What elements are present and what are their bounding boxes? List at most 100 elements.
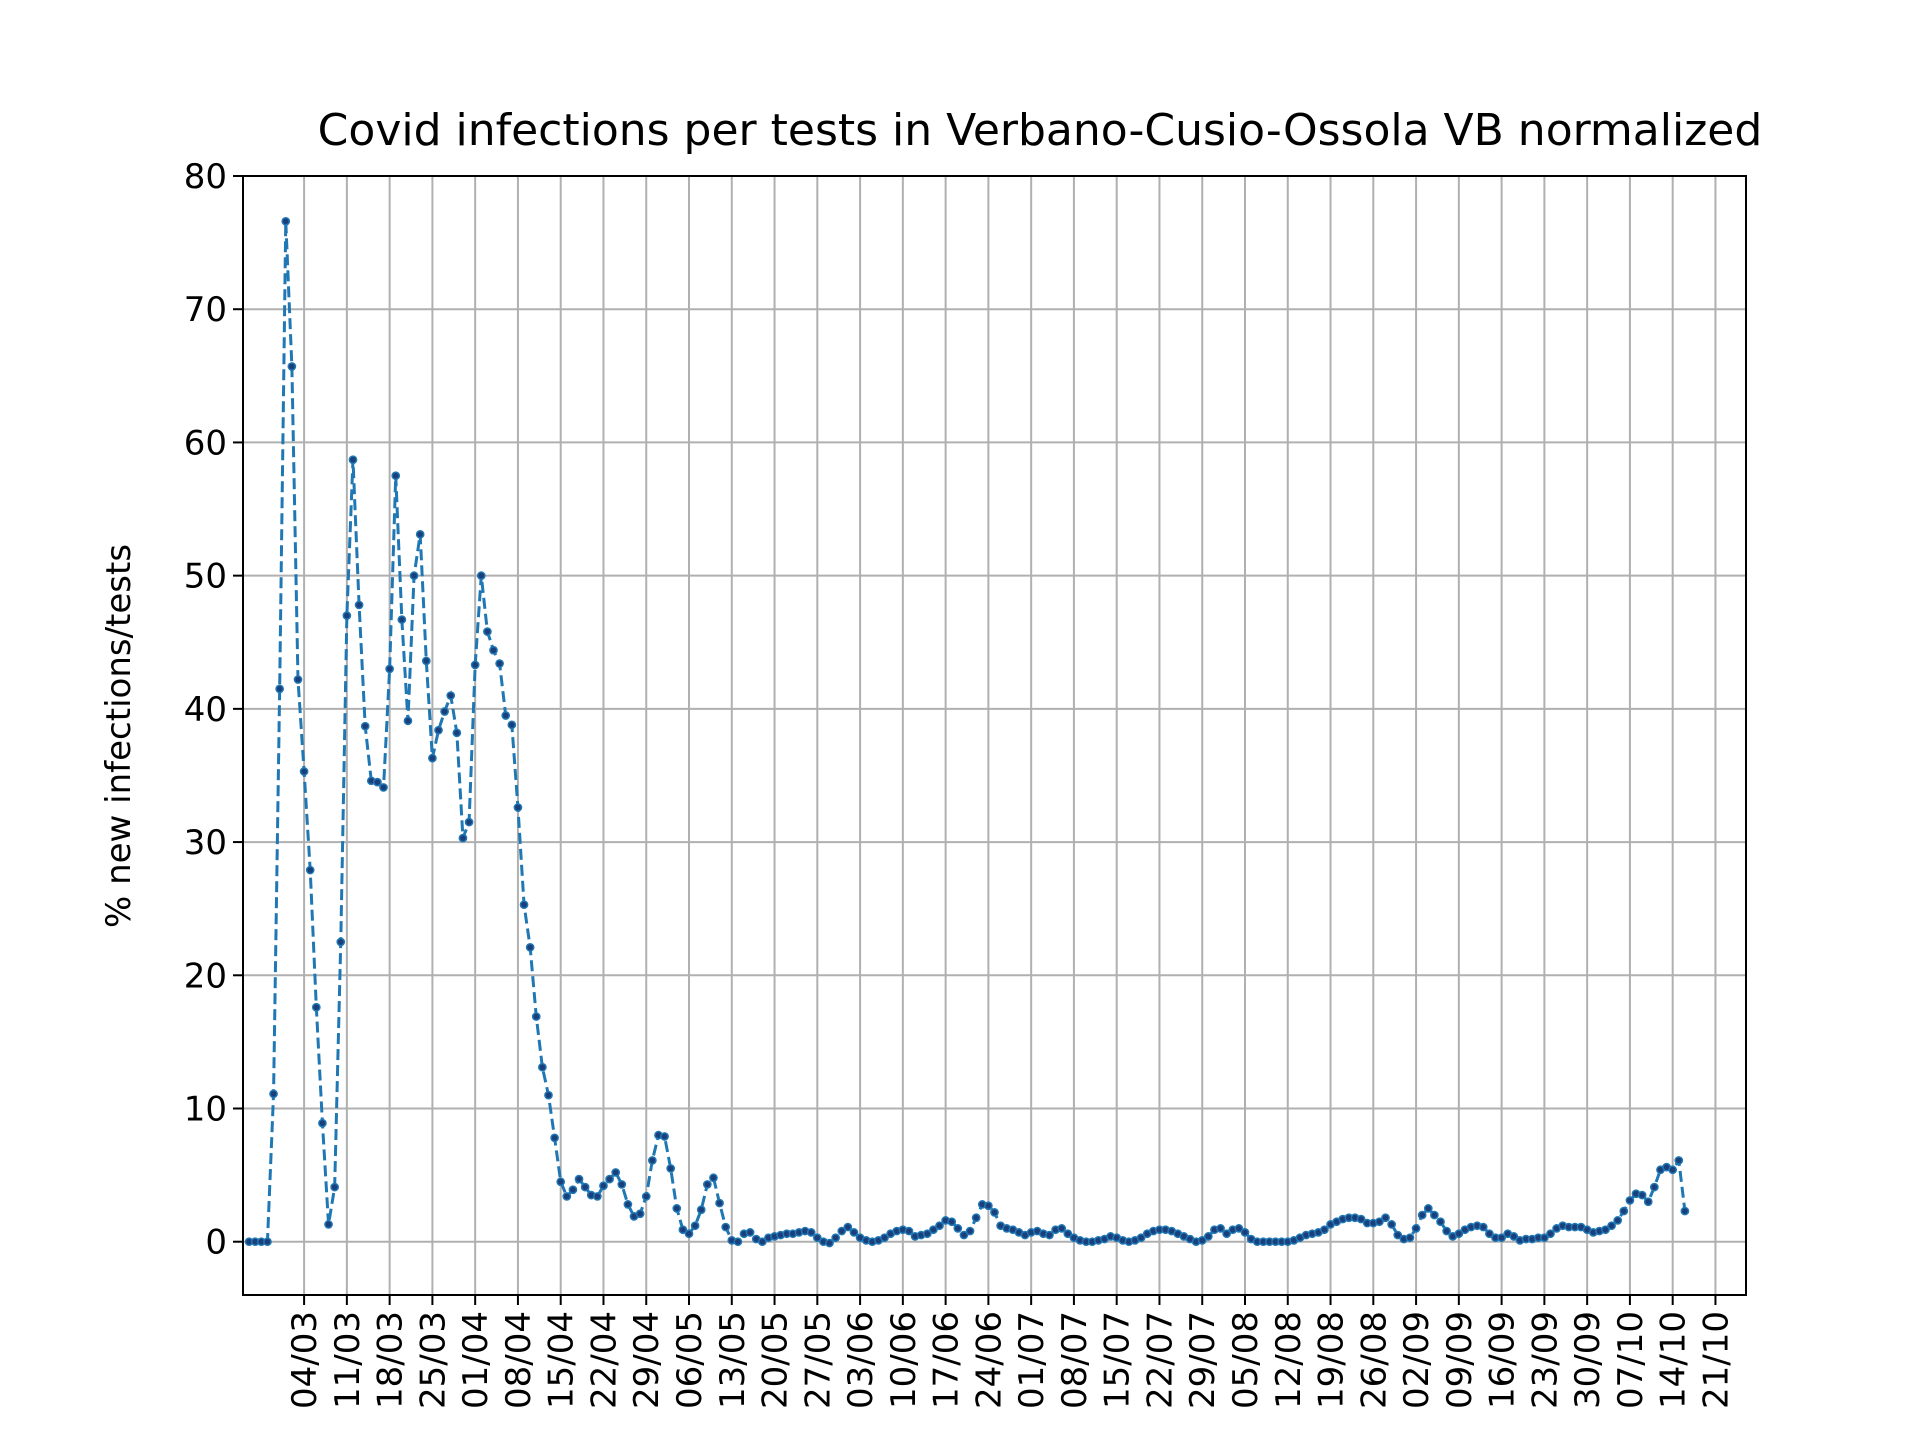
data-point <box>843 1222 853 1232</box>
data-point <box>299 767 309 776</box>
data-point <box>971 1213 981 1223</box>
y-axis-ticks: 0 10 20 30 40 50 60 70 80 <box>184 157 243 1263</box>
data-point <box>660 1132 669 1141</box>
plot-frame <box>242 175 1747 1296</box>
data-point <box>880 1233 889 1243</box>
data-point <box>495 659 504 668</box>
x-tick-label: 15/07 <box>1098 1311 1138 1409</box>
data-point <box>1197 1236 1207 1245</box>
x-tick-label: 12/08 <box>1269 1311 1309 1409</box>
data-point <box>935 1221 944 1231</box>
data-point <box>287 362 297 371</box>
data-point <box>623 1200 633 1209</box>
x-tick-label: 08/07 <box>1055 1311 1095 1409</box>
data-point <box>812 1233 822 1243</box>
data-point <box>501 711 511 720</box>
data-point <box>947 1217 957 1227</box>
data-point <box>1454 1229 1464 1239</box>
x-tick-label: 06/05 <box>670 1311 710 1409</box>
data-point <box>1650 1182 1659 1192</box>
data-point <box>904 1226 914 1236</box>
data-point <box>568 1185 578 1195</box>
data-point <box>666 1164 676 1173</box>
data-point <box>1375 1217 1384 1227</box>
data-point <box>1234 1224 1244 1233</box>
data-point <box>421 656 431 666</box>
data-point <box>721 1222 731 1232</box>
data-point <box>348 455 358 465</box>
data-point <box>672 1204 682 1213</box>
x-tick-label: 03/06 <box>841 1311 881 1409</box>
data-point <box>1509 1232 1519 1241</box>
x-tick-label: 29/04 <box>627 1311 667 1409</box>
x-tick-label: 10/06 <box>884 1311 924 1409</box>
x-tick-label: 23/09 <box>1525 1311 1565 1409</box>
data-point <box>1063 1229 1073 1239</box>
data-point <box>1625 1196 1635 1205</box>
data-point <box>1497 1233 1506 1243</box>
data-point <box>452 728 462 738</box>
data-point <box>1216 1224 1225 1233</box>
data-point <box>1240 1228 1250 1237</box>
x-tick-label: 21/10 <box>1696 1311 1736 1409</box>
data-point <box>538 1062 547 1072</box>
data-point <box>519 900 529 910</box>
x-tick-label: 11/03 <box>328 1311 368 1409</box>
data-point <box>324 1220 333 1229</box>
data-point <box>507 720 517 730</box>
y-tick-label: 30 <box>184 823 227 863</box>
data-point <box>1057 1224 1067 1233</box>
data-point <box>733 1237 743 1247</box>
data-point <box>831 1233 841 1243</box>
data-point <box>1405 1233 1415 1243</box>
data-point <box>263 1237 272 1247</box>
data-point <box>1637 1190 1647 1200</box>
data-point <box>1411 1224 1421 1233</box>
data-point <box>525 942 535 952</box>
x-tick-label: 17/06 <box>927 1311 967 1409</box>
grid <box>243 175 1746 1295</box>
data-point <box>1540 1233 1549 1243</box>
data-point <box>696 1205 706 1215</box>
data-point <box>293 675 303 684</box>
x-tick-label: 22/04 <box>584 1311 624 1409</box>
data-point <box>1393 1230 1403 1240</box>
data-point <box>648 1156 657 1165</box>
data-point <box>1356 1214 1366 1224</box>
data-point <box>281 216 291 226</box>
data-point <box>379 783 388 792</box>
data-point <box>476 571 486 580</box>
data-point <box>1136 1233 1146 1243</box>
data-point <box>922 1229 932 1239</box>
data-point <box>556 1177 566 1187</box>
x-tick-label: 01/04 <box>456 1311 496 1409</box>
data-point <box>550 1133 559 1143</box>
series-group <box>244 216 1690 1248</box>
data-point <box>464 817 474 827</box>
x-tick-label: 30/09 <box>1568 1311 1608 1409</box>
data-point <box>690 1221 700 1231</box>
data-point <box>1417 1210 1427 1220</box>
data-point <box>953 1224 963 1233</box>
data-point <box>275 684 285 694</box>
x-tick-label: 29/07 <box>1183 1311 1223 1409</box>
data-point <box>305 865 315 875</box>
data-point <box>1680 1206 1690 1216</box>
data-point <box>580 1182 590 1192</box>
data-point <box>1607 1221 1616 1231</box>
x-tick-label: 18/03 <box>371 1311 411 1409</box>
data-point <box>458 833 468 843</box>
data-point <box>965 1226 975 1236</box>
data-point <box>641 1192 651 1201</box>
x-tick-label: 15/04 <box>542 1311 582 1409</box>
data-point <box>1222 1229 1232 1239</box>
data-point <box>1619 1206 1629 1216</box>
data-point <box>1045 1230 1054 1240</box>
data-point <box>336 937 346 947</box>
x-tick-label: 16/09 <box>1483 1311 1523 1409</box>
y-tick-label: 60 <box>184 423 227 463</box>
data-point <box>757 1237 767 1247</box>
x-tick-label: 13/05 <box>713 1311 753 1409</box>
y-tick-label: 50 <box>184 557 227 597</box>
data-point <box>1601 1225 1610 1235</box>
